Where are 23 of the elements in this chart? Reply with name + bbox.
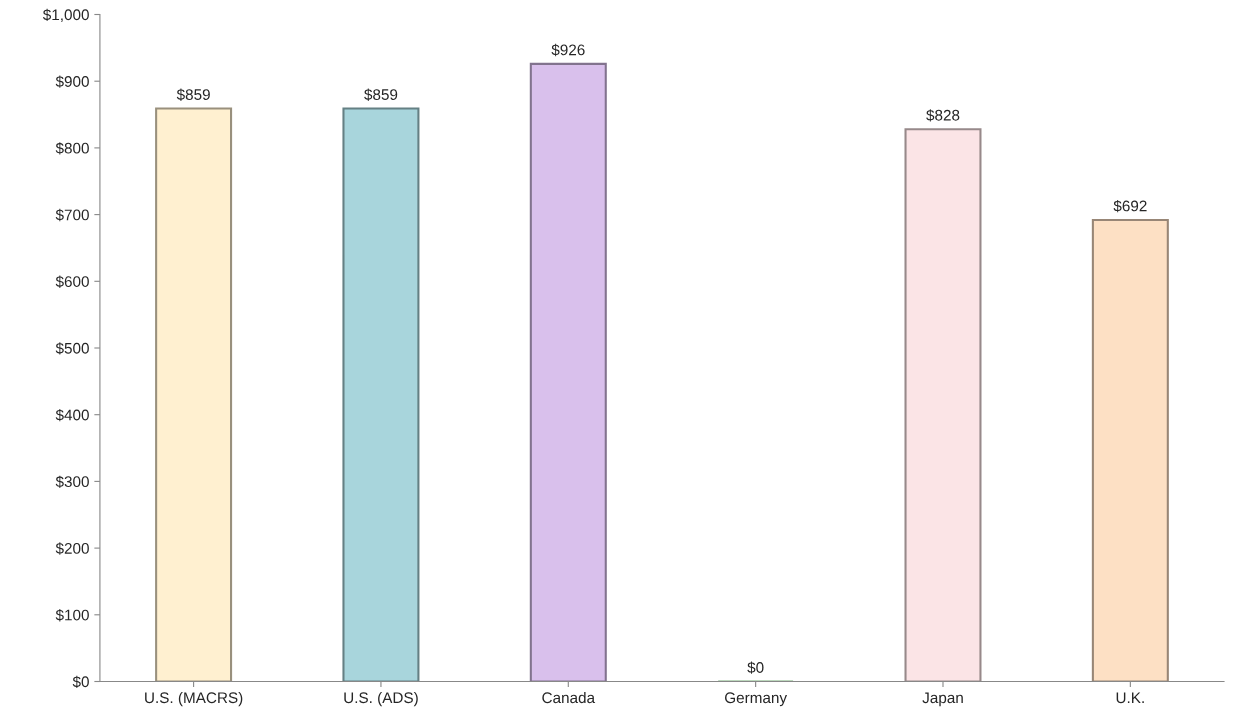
y-tick-label: $0	[72, 675, 89, 689]
x-tick-label: U.S. (MACRS)	[145, 691, 243, 707]
x-tick-label: Japan	[922, 692, 963, 707]
y-tick-label: $100	[55, 609, 89, 622]
y-tick-label: $900	[55, 75, 89, 88]
y-tick-label: $800	[55, 142, 89, 155]
y-tick-label: $300	[55, 475, 89, 488]
data-label: $692	[1113, 199, 1147, 213]
y-tick-label: $1,000	[42, 8, 89, 22]
data-label: $0	[747, 661, 764, 674]
data-label: $828	[926, 109, 960, 122]
y-tick-label: $400	[55, 408, 89, 422]
x-tick-label: U.K.	[1116, 692, 1144, 704]
x-tick-label: U.S. (ADS)	[344, 691, 418, 707]
y-tick-label: $200	[55, 542, 89, 555]
y-tick-label: $600	[55, 275, 89, 288]
y-tick-label: $700	[55, 208, 89, 222]
data-label: $859	[176, 88, 210, 101]
data-label: $859	[364, 88, 398, 101]
y-tick-label: $500	[55, 342, 89, 355]
x-tick-label: Germany	[725, 692, 788, 707]
data-label: $926	[551, 43, 585, 57]
x-tick-label: Canada	[542, 691, 596, 704]
